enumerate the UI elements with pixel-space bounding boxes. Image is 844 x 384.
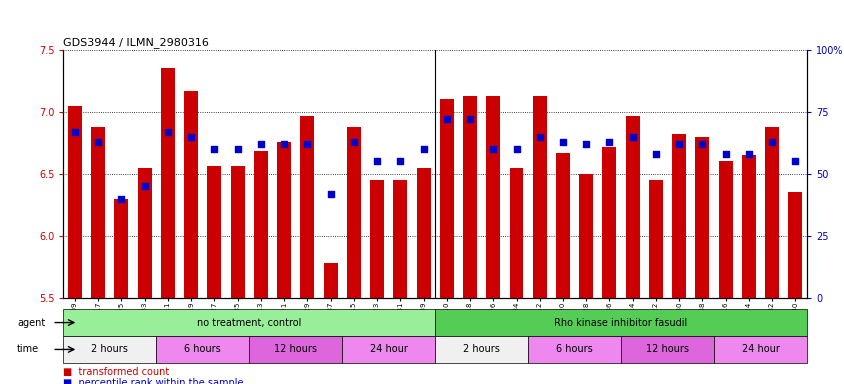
Point: [323, 190, 337, 197]
Point: [68, 129, 82, 135]
Bar: [440, 99, 453, 298]
Bar: [713, 336, 806, 363]
Point: [416, 146, 430, 152]
Bar: [620, 336, 713, 363]
Bar: [741, 155, 755, 298]
Point: [648, 151, 662, 157]
Bar: [579, 174, 592, 298]
Text: ■  percentile rank within the sample: ■ percentile rank within the sample: [63, 378, 244, 384]
Bar: [63, 309, 435, 336]
Bar: [416, 167, 430, 298]
Point: [184, 134, 197, 140]
Bar: [533, 96, 546, 298]
Bar: [138, 167, 151, 298]
Point: [533, 134, 546, 140]
Bar: [672, 134, 685, 298]
Bar: [370, 180, 383, 298]
Bar: [184, 91, 197, 298]
Text: 12 hours: 12 hours: [274, 344, 316, 354]
Point: [254, 141, 268, 147]
Point: [695, 141, 708, 147]
Point: [602, 139, 615, 145]
Bar: [208, 166, 221, 298]
Bar: [230, 166, 245, 298]
Bar: [300, 116, 314, 298]
Bar: [555, 153, 569, 298]
Point: [138, 183, 151, 189]
Bar: [695, 137, 708, 298]
Text: 2 hours: 2 hours: [91, 344, 128, 354]
Point: [765, 139, 778, 145]
Bar: [156, 336, 249, 363]
Bar: [347, 127, 360, 298]
Bar: [717, 161, 732, 298]
Point: [509, 146, 522, 152]
Bar: [253, 151, 268, 298]
Text: Rho kinase inhibitor fasudil: Rho kinase inhibitor fasudil: [554, 318, 687, 328]
Point: [625, 134, 639, 140]
Bar: [249, 336, 342, 363]
Bar: [463, 96, 476, 298]
Text: 24 hour: 24 hour: [370, 344, 407, 354]
Point: [161, 129, 175, 135]
Bar: [602, 147, 616, 298]
Bar: [91, 127, 105, 298]
Text: 6 hours: 6 hours: [555, 344, 592, 354]
Point: [91, 139, 105, 145]
Bar: [160, 68, 175, 298]
Point: [277, 141, 290, 147]
Text: 6 hours: 6 hours: [184, 344, 221, 354]
Point: [370, 158, 383, 164]
Bar: [486, 96, 500, 298]
Bar: [765, 127, 778, 298]
Bar: [392, 180, 407, 298]
Point: [741, 151, 755, 157]
Point: [486, 146, 500, 152]
Point: [393, 158, 407, 164]
Bar: [435, 336, 528, 363]
Point: [300, 141, 314, 147]
Point: [579, 141, 592, 147]
Point: [555, 139, 569, 145]
Point: [718, 151, 732, 157]
Bar: [323, 263, 338, 298]
Bar: [648, 180, 663, 298]
Point: [787, 158, 801, 164]
Text: 2 hours: 2 hours: [463, 344, 500, 354]
Bar: [63, 336, 156, 363]
Text: 24 hour: 24 hour: [741, 344, 778, 354]
Bar: [625, 116, 639, 298]
Bar: [787, 192, 802, 298]
Point: [347, 139, 360, 145]
Point: [440, 116, 453, 122]
Point: [672, 141, 685, 147]
Text: 12 hours: 12 hours: [646, 344, 688, 354]
Text: time: time: [17, 344, 39, 354]
Bar: [509, 167, 523, 298]
Bar: [115, 199, 128, 298]
Bar: [342, 336, 435, 363]
Bar: [277, 142, 290, 298]
Point: [463, 116, 476, 122]
Text: GDS3944 / ILMN_2980316: GDS3944 / ILMN_2980316: [63, 37, 209, 48]
Text: no treatment, control: no treatment, control: [197, 318, 301, 328]
Bar: [68, 106, 82, 298]
Text: agent: agent: [17, 318, 45, 328]
Point: [115, 195, 128, 202]
Text: ■  transformed count: ■ transformed count: [63, 367, 170, 377]
Bar: [528, 336, 620, 363]
Bar: [435, 309, 806, 336]
Point: [208, 146, 221, 152]
Point: [230, 146, 244, 152]
